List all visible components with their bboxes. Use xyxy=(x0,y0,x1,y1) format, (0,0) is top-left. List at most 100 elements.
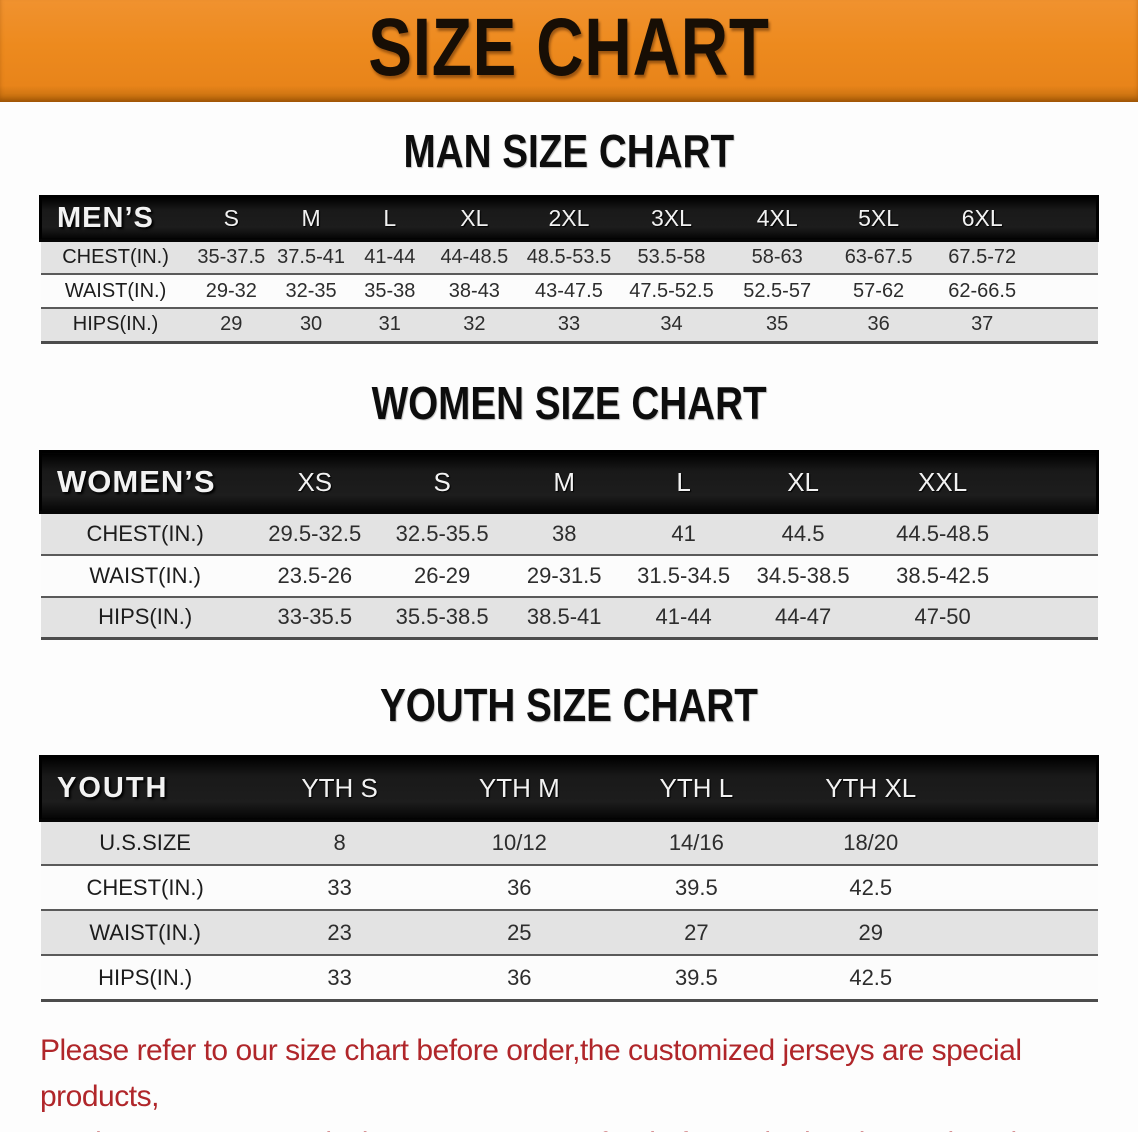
size-column-header: 3XL xyxy=(618,194,725,242)
size-column-header: YTH M xyxy=(429,754,610,822)
size-value-cell: 57-62 xyxy=(853,279,905,302)
size-column-header: YTH L xyxy=(609,754,784,822)
size-value-cell: 32 xyxy=(463,313,486,336)
spacer-cell xyxy=(958,955,1098,1000)
table-row: HIPS(IN.) 33-35.5 35.5-38.5 38.5-41 41-44 44-… xyxy=(40,596,1098,639)
size-column-header: XXL xyxy=(862,450,1023,515)
size-value-cell: 29.5-32.5 xyxy=(268,520,362,546)
size-value-cell: 58-63 xyxy=(751,245,803,268)
size-value-cell: 31.5-34.5 xyxy=(637,562,731,588)
men-size-section: MAN SIZE CHART MEN’S S M L XL 2XL 3XL 4XL 5XL 6XL… xyxy=(0,126,1138,344)
spacer-cell xyxy=(1037,240,1097,274)
size-column-header: 4XL xyxy=(724,194,830,242)
size-value-cell: 38.5-41 xyxy=(526,604,602,630)
size-value-cell: 38-43 xyxy=(448,279,500,302)
size-value-cell: 36 xyxy=(507,874,532,900)
size-value-cell: 23.5-26 xyxy=(277,562,353,588)
size-value-cell: 41-44 xyxy=(655,604,712,630)
youth-header-row: YOUTH YTH S YTH M YTH L YTH XL xyxy=(38,754,1099,822)
women-group-label: WOMEN’S xyxy=(38,450,250,515)
measurement-row-label: WAIST(IN.) xyxy=(64,279,167,302)
youth-section-title: YOUTH SIZE CHART xyxy=(380,679,758,732)
size-column-header: XL xyxy=(743,450,863,515)
table-row: CHEST(IN.) 35-37.5 37.5-41 41-44 44-48.5 48.5… xyxy=(40,240,1098,275)
size-column-header: YTH S xyxy=(249,754,430,822)
size-value-cell: 33 xyxy=(327,964,352,990)
size-value-cell: 47.5-52.5 xyxy=(629,279,714,302)
women-title-wrap: WOMEN SIZE CHART xyxy=(0,376,1138,429)
men-header-row: MEN’S S M L XL 2XL 3XL 4XL 5XL 6XL xyxy=(38,194,1100,242)
spacer-cell xyxy=(957,754,1099,822)
size-value-cell: 33 xyxy=(557,313,581,336)
size-value-cell: 37.5-41 xyxy=(277,245,345,268)
size-value-cell: 38 xyxy=(551,520,577,546)
youth-title-wrap: YOUTH SIZE CHART xyxy=(0,680,1138,731)
size-charts: MAN SIZE CHART MEN’S S M L XL 2XL 3XL 4XL 5XL 6XL… xyxy=(0,126,1138,1002)
size-value-cell: 25 xyxy=(507,919,532,945)
size-column-header: XL xyxy=(429,194,520,242)
size-value-cell: 35-38 xyxy=(364,279,416,302)
note-line-2: we don't accept cancel, change, teturn o… xyxy=(40,1121,1100,1132)
size-column-header: L xyxy=(623,450,744,515)
size-value-cell: 29 xyxy=(858,919,883,945)
size-column-header: 6XL xyxy=(927,194,1038,242)
size-value-cell: 29 xyxy=(220,313,243,336)
banner: SIZE CHART xyxy=(0,0,1138,102)
size-value-cell: 67.5-72 xyxy=(948,245,1017,268)
size-value-cell: 37 xyxy=(971,313,994,336)
spacer-cell xyxy=(1037,274,1097,308)
youth-size-section: YOUTH SIZE CHART YOUTH YTH S YTH M YTH L YTH… xyxy=(0,680,1138,1002)
table-row: WAIST(IN.) 23.5-26 26-29 29-31.5 31.5-34.5 34… xyxy=(40,554,1098,597)
size-column-header: YTH XL xyxy=(783,754,958,822)
size-column-header: S xyxy=(190,194,272,242)
size-column-header: L xyxy=(350,194,430,242)
women-size-section: WOMEN SIZE CHART WOMEN’S XS S M L XL XXL CHEST(… xyxy=(0,376,1138,641)
size-column-header: XS xyxy=(249,450,380,515)
size-value-cell: 38.5-42.5 xyxy=(896,562,990,588)
men-section-title: MAN SIZE CHART xyxy=(403,125,735,177)
size-column-header: M xyxy=(504,450,624,515)
table-row: HIPS(IN.) 33 36 39.5 42.5 xyxy=(40,955,1098,1001)
size-column-header: M xyxy=(271,194,351,242)
size-value-cell: 30 xyxy=(299,313,323,336)
size-value-cell: 35-37.5 xyxy=(197,245,266,268)
men-title-wrap: MAN SIZE CHART xyxy=(0,126,1138,177)
spacer-cell xyxy=(1037,308,1097,342)
table-row: CHEST(IN.) 29.5-32.5 32.5-35.5 38 41 44.5 44.5… xyxy=(40,512,1098,555)
size-value-cell: 34.5-38.5 xyxy=(756,562,850,588)
size-value-cell: 43-47.5 xyxy=(535,279,603,302)
measurement-row-label: CHEST(IN.) xyxy=(62,245,169,268)
footer-note: Please refer to our size chart before or… xyxy=(40,1028,1100,1132)
size-value-cell: 41-44 xyxy=(364,245,416,268)
note-line-1: Please refer to our size chart before or… xyxy=(40,1033,1022,1114)
size-value-cell: 34 xyxy=(660,313,683,336)
measurement-row-label: HIPS(IN.) xyxy=(72,313,159,336)
size-value-cell: 62-66.5 xyxy=(948,279,1017,302)
table-row: U.S.SIZE 8 10/12 14/16 18/20 xyxy=(40,820,1098,866)
measurement-row-label: CHEST(IN.) xyxy=(86,520,204,546)
size-value-cell: 33-35.5 xyxy=(277,604,353,630)
spacer-cell xyxy=(1037,194,1100,242)
size-value-cell: 32-35 xyxy=(285,279,337,302)
size-value-cell: 29-31.5 xyxy=(526,562,602,588)
size-value-cell: 35 xyxy=(766,313,789,336)
size-value-cell: 33 xyxy=(327,874,352,900)
spacer-cell xyxy=(1022,597,1097,639)
size-column-header: S xyxy=(379,450,505,515)
size-value-cell: 8 xyxy=(333,830,346,856)
women-section-title: WOMEN SIZE CHART xyxy=(371,376,767,429)
size-value-cell: 44.5-48.5 xyxy=(896,520,990,546)
size-value-cell: 44-47 xyxy=(774,604,832,630)
measurement-row-label: WAIST(IN.) xyxy=(89,562,201,588)
size-value-cell: 48.5-53.5 xyxy=(526,245,612,268)
size-value-cell: 42.5 xyxy=(849,874,893,900)
banner-title: SIZE CHART xyxy=(368,2,770,93)
measurement-row-label: WAIST(IN.) xyxy=(89,919,201,945)
youth-size-table: YOUTH YTH S YTH M YTH L YTH XL U.S.SIZE 8 10/12… xyxy=(38,754,1099,1002)
size-value-cell: 27 xyxy=(684,919,709,945)
table-row: CHEST(IN.) 33 36 39.5 42.5 xyxy=(40,865,1098,911)
measurement-row-label: CHEST(IN.) xyxy=(86,874,204,900)
measurement-row-label: HIPS(IN.) xyxy=(98,964,193,990)
spacer-cell xyxy=(1022,513,1097,555)
spacer-cell xyxy=(1022,555,1097,597)
